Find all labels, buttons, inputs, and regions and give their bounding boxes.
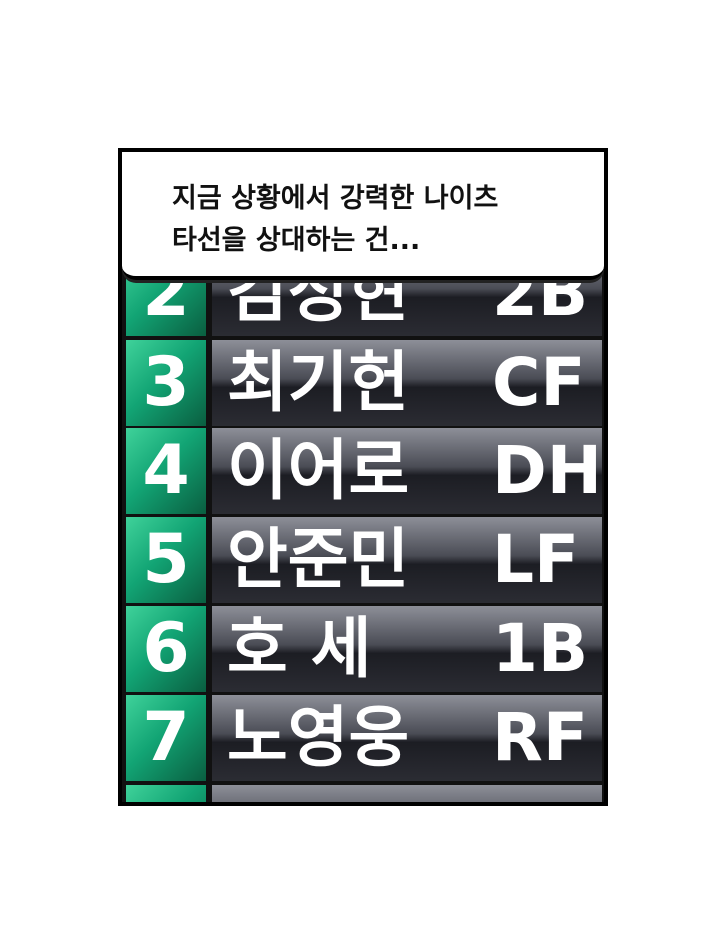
batting-number: 7: [126, 695, 206, 781]
batting-number: 5: [126, 517, 206, 603]
batting-number: 6: [126, 606, 206, 692]
lineup-row: 7 노영웅 RF: [122, 695, 604, 781]
player-position: RF: [492, 699, 588, 776]
player-name: 호 세: [227, 610, 372, 687]
batting-number: 4: [126, 428, 206, 514]
name-plate: [212, 428, 602, 514]
player-name: 이어로: [227, 432, 410, 509]
cut-row: [122, 785, 604, 802]
player-name: 안준민: [227, 521, 410, 598]
player-name: 최기헌: [227, 344, 410, 421]
speech-box: 지금 상황에서 강력한 나이츠 타선을 상대하는 건...: [122, 152, 604, 280]
lineup-row: 5 안준민 LF: [122, 517, 604, 603]
lineup-row: 4 이어로 DH: [122, 428, 604, 514]
dialogue-line: 지금 상황에서 강력한 나이츠: [172, 183, 499, 214]
player-position: CF: [492, 344, 586, 421]
name-plate: [212, 517, 602, 603]
dialogue-line: 타선을 상대하는 건...: [172, 225, 421, 256]
player-position: DH: [492, 432, 603, 509]
player-position: 1B: [492, 610, 589, 687]
player-position: LF: [492, 521, 580, 598]
name-plate: [212, 785, 602, 802]
name-plate: [212, 606, 602, 692]
number-cell: [126, 785, 206, 802]
batting-number: 3: [126, 340, 206, 426]
name-plate: [212, 340, 602, 426]
lineup-row: 3 최기헌 CF: [122, 340, 604, 426]
player-name: 노영웅: [227, 699, 410, 776]
name-plate: [212, 695, 602, 781]
comic-panel: 2 김성현 2B 3 최기헌 CF 4 이어로 DH 5 안준민 LF 6 호 세 1B 7 노영웅 RF 지금 …: [118, 148, 608, 806]
lineup-row: 6 호 세 1B: [122, 606, 604, 692]
